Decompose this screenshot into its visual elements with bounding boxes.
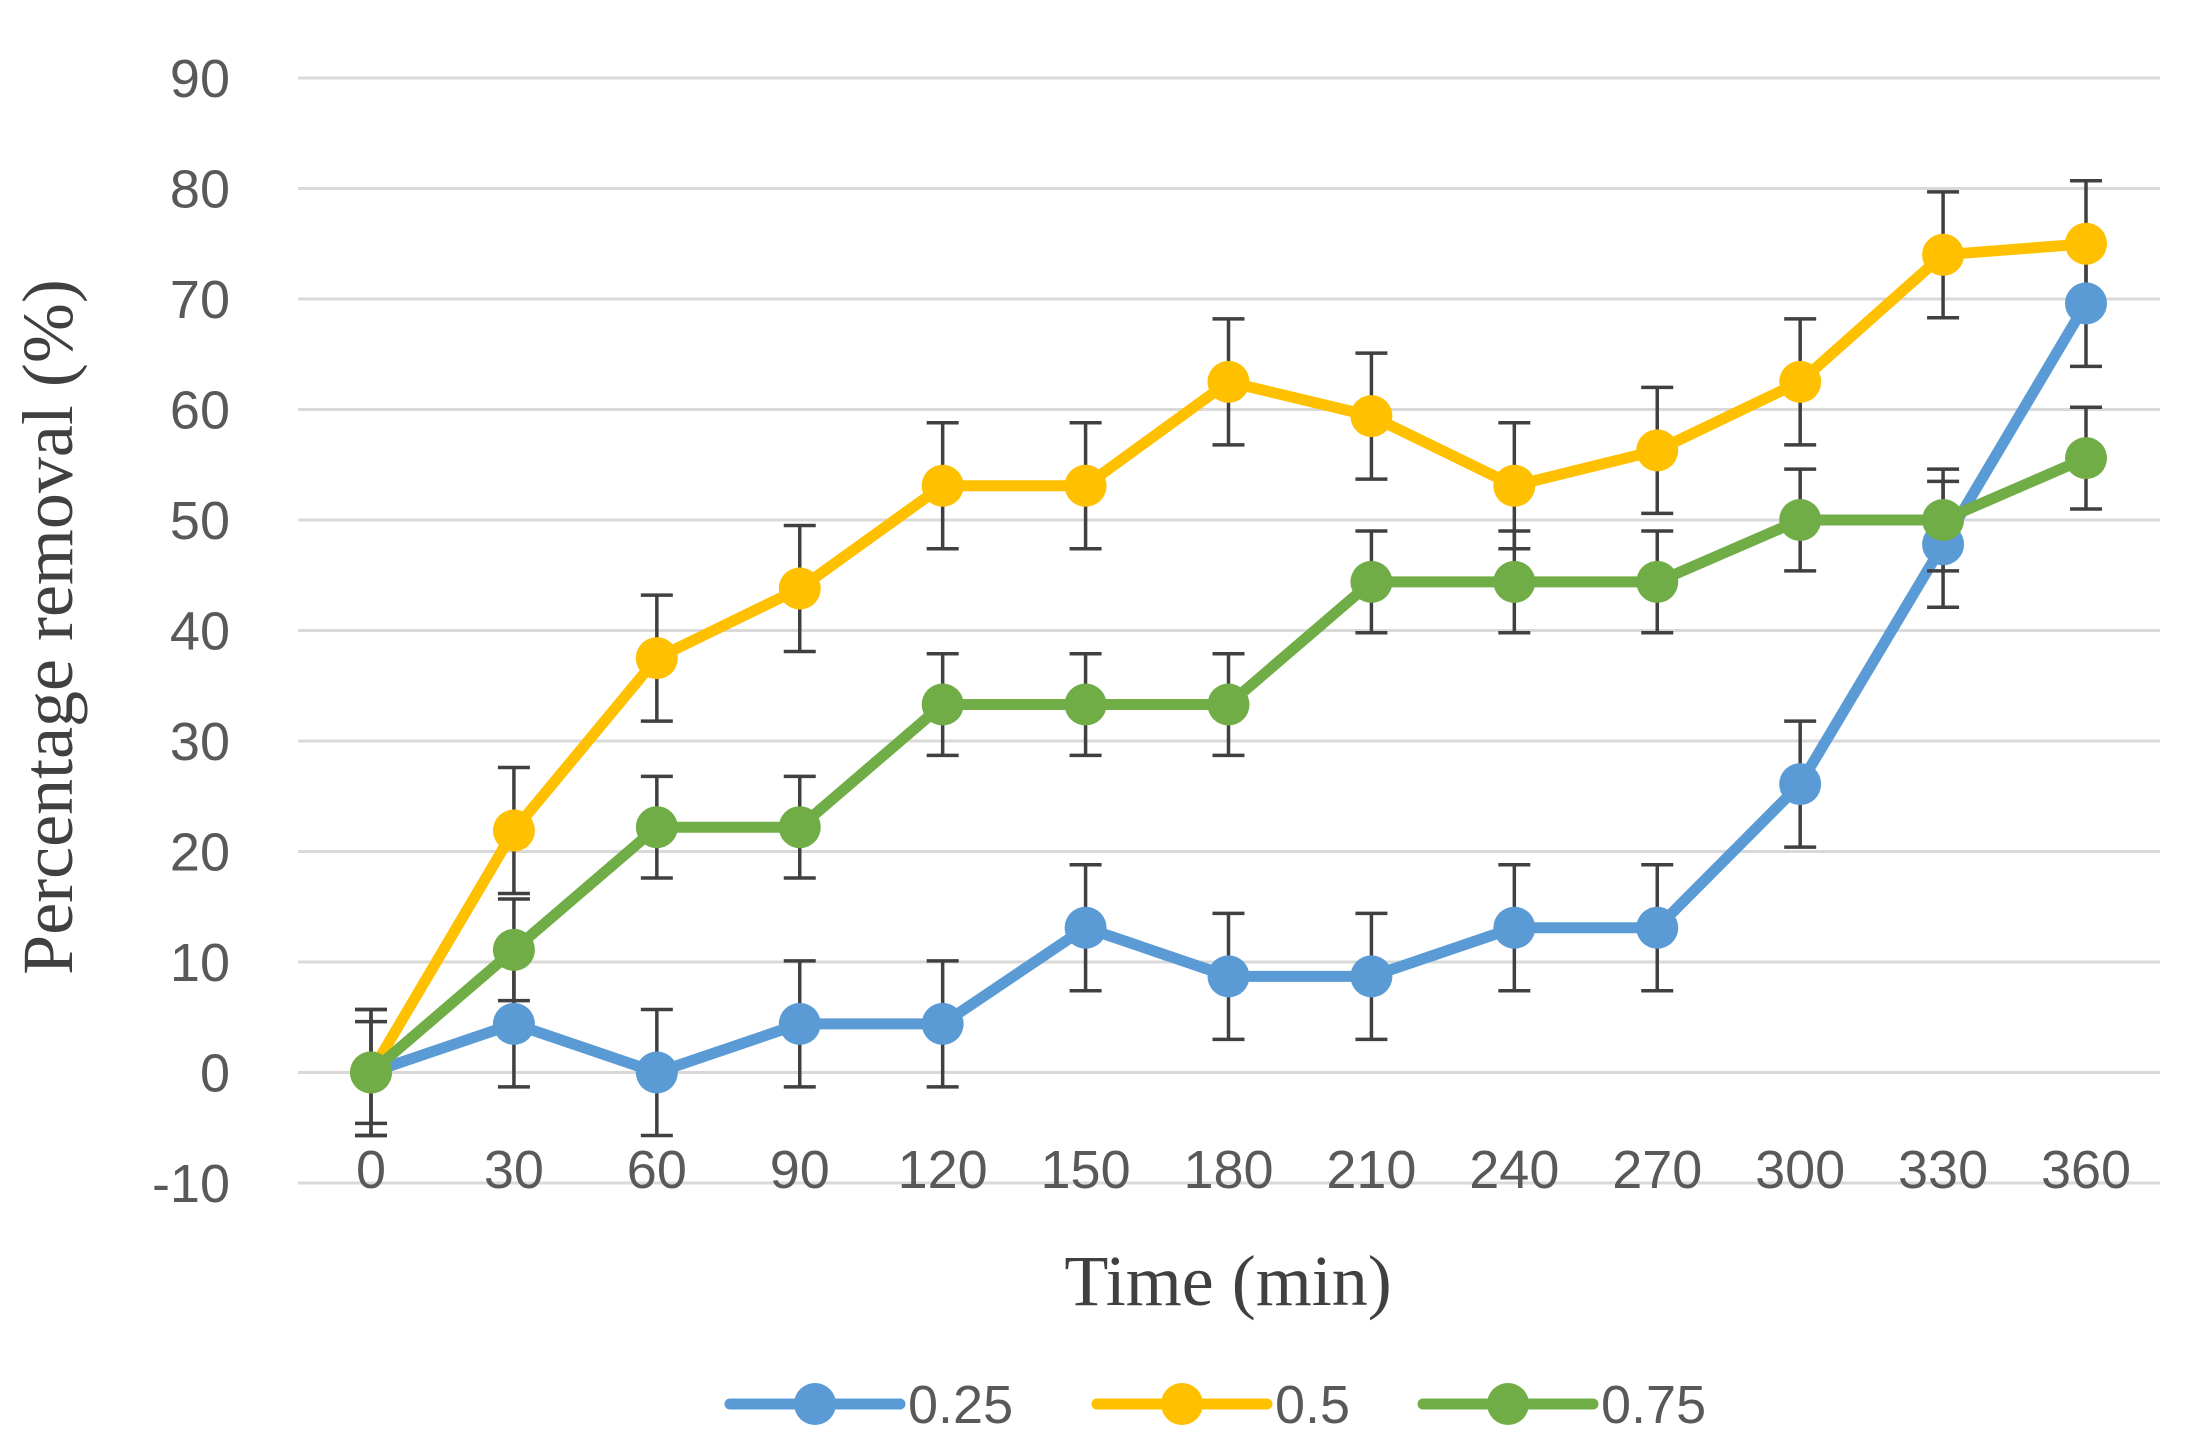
y-tick-label: 60 bbox=[170, 381, 230, 441]
y-axis-ticks: -10 0 10 20 30 40 50 60 70 80 90 bbox=[152, 49, 230, 1214]
data-point-0.25 bbox=[635, 1051, 678, 1094]
legend-label: 0.5 bbox=[1275, 1375, 1350, 1435]
data-point-0.25 bbox=[1350, 955, 1393, 998]
data-point-0.5 bbox=[492, 809, 535, 852]
data-point-0.5 bbox=[1064, 464, 1107, 507]
y-tick-label: -10 bbox=[152, 1154, 230, 1214]
legend-item-0.75: 0.75 bbox=[1417, 1375, 1706, 1435]
x-tick-label: 210 bbox=[1326, 1140, 1416, 1200]
y-tick-label: 50 bbox=[170, 491, 230, 551]
data-point-0.75 bbox=[492, 928, 535, 971]
data-point-0.75 bbox=[1493, 560, 1536, 603]
y-tick-label: 30 bbox=[170, 712, 230, 772]
legend-swatch-marker bbox=[794, 1383, 836, 1425]
x-tick-label: 60 bbox=[627, 1140, 687, 1200]
x-tick-label: 240 bbox=[1469, 1140, 1559, 1200]
x-tick-label: 270 bbox=[1612, 1140, 1702, 1200]
data-point-0.5 bbox=[778, 567, 821, 610]
data-point-0.75 bbox=[1636, 560, 1679, 603]
x-tick-label: 360 bbox=[2041, 1140, 2131, 1200]
data-point-0.25 bbox=[2065, 282, 2107, 325]
data-point-0.5 bbox=[1493, 464, 1536, 507]
data-point-0.5 bbox=[1779, 360, 1822, 403]
y-tick-label: 80 bbox=[170, 160, 230, 220]
y-tick-label: 70 bbox=[170, 270, 230, 330]
data-point-0.75 bbox=[1922, 499, 1965, 541]
x-tick-label: 120 bbox=[898, 1140, 988, 1200]
series-markers bbox=[350, 222, 2107, 1094]
data-point-0.25 bbox=[492, 1002, 535, 1045]
legend-label: 0.25 bbox=[908, 1375, 1013, 1435]
data-point-0.5 bbox=[1922, 233, 1965, 276]
data-point-0.75 bbox=[350, 1051, 392, 1094]
x-tick-label: 150 bbox=[1041, 1140, 1131, 1200]
legend: 0.25 0.5 0.75 bbox=[724, 1375, 1706, 1435]
x-axis-ticks: 0 30 60 90 120 150 180 210 240 270 300 330 360 bbox=[356, 1140, 2131, 1200]
data-point-0.5 bbox=[1636, 429, 1679, 472]
data-point-0.75 bbox=[1207, 683, 1250, 726]
legend-swatch-marker bbox=[1161, 1383, 1203, 1425]
data-point-0.75 bbox=[635, 806, 678, 849]
data-point-0.25 bbox=[1779, 763, 1822, 806]
data-point-0.75 bbox=[1064, 683, 1107, 726]
data-point-0.25 bbox=[778, 1002, 821, 1045]
legend-label: 0.75 bbox=[1601, 1375, 1706, 1435]
data-point-0.25 bbox=[1493, 906, 1536, 949]
legend-item-0.5: 0.5 bbox=[1091, 1375, 1350, 1435]
x-tick-label: 30 bbox=[484, 1140, 544, 1200]
y-tick-label: 90 bbox=[170, 49, 230, 109]
data-point-0.25 bbox=[1064, 906, 1107, 949]
data-point-0.5 bbox=[635, 637, 678, 680]
x-tick-label: 180 bbox=[1183, 1140, 1273, 1200]
data-point-0.75 bbox=[2065, 437, 2107, 480]
data-point-0.75 bbox=[778, 806, 821, 849]
y-tick-label: 40 bbox=[170, 602, 230, 662]
x-axis-title: Time (min) bbox=[1064, 1241, 1391, 1321]
data-point-0.5 bbox=[1207, 360, 1250, 403]
data-point-0.25 bbox=[1207, 955, 1250, 998]
data-point-0.5 bbox=[1350, 395, 1393, 438]
legend-item-0.25: 0.25 bbox=[724, 1375, 1013, 1435]
y-tick-label: 0 bbox=[200, 1044, 230, 1104]
x-tick-label: 300 bbox=[1755, 1140, 1845, 1200]
data-point-0.25 bbox=[921, 1002, 964, 1045]
data-point-0.75 bbox=[1350, 560, 1393, 603]
x-tick-label: 90 bbox=[770, 1140, 830, 1200]
data-point-0.75 bbox=[1779, 499, 1822, 541]
y-tick-label: 20 bbox=[170, 823, 230, 883]
x-tick-label: 0 bbox=[356, 1140, 386, 1200]
data-point-0.25 bbox=[1636, 906, 1679, 949]
data-point-0.5 bbox=[2065, 222, 2107, 265]
legend-swatch-marker bbox=[1487, 1383, 1529, 1425]
x-tick-label: 330 bbox=[1898, 1140, 1988, 1200]
data-point-0.75 bbox=[921, 683, 964, 726]
data-point-0.5 bbox=[921, 464, 964, 507]
y-tick-label: 10 bbox=[170, 933, 230, 993]
y-axis-title: Percentage removal (%) bbox=[8, 279, 88, 975]
